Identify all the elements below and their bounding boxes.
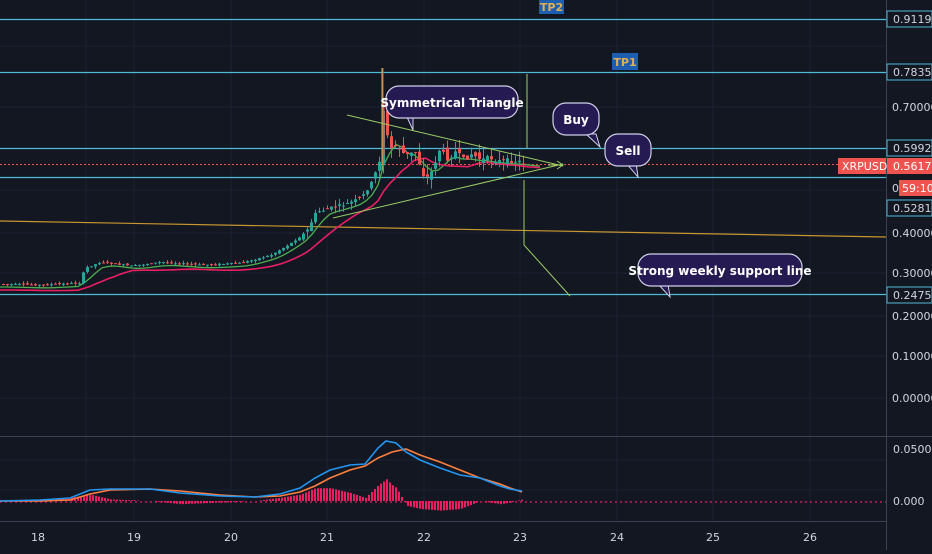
macd-tick: 0.0500 bbox=[893, 443, 932, 456]
horizontal-levels bbox=[0, 18, 887, 296]
tp1-price-label: 0.78357 bbox=[893, 66, 932, 79]
time-tick: 20 bbox=[224, 531, 238, 544]
time-tick: 26 bbox=[803, 531, 817, 544]
callout-text: Buy bbox=[563, 113, 589, 127]
candlesticks bbox=[2, 68, 525, 288]
tp2-price-label-bg bbox=[886, 10, 932, 28]
tp2-price-label: 0.91197 bbox=[893, 13, 932, 26]
callout-bubble bbox=[604, 133, 652, 167]
symbol-tag-bg bbox=[838, 158, 886, 174]
countdown-label-bg bbox=[899, 180, 932, 196]
time-tick: 18 bbox=[31, 531, 45, 544]
current-price-label-bg bbox=[887, 158, 932, 174]
time-tick: 23 bbox=[513, 531, 527, 544]
time-tick: 25 bbox=[706, 531, 720, 544]
tp2-tag[interactable]: TP2 bbox=[539, 0, 564, 14]
tp1-label: TP1 bbox=[613, 56, 636, 69]
time-tick: 24 bbox=[610, 531, 624, 544]
support-upper-price-label-bg bbox=[886, 199, 932, 217]
weekly-support-price-label-bg bbox=[886, 286, 932, 304]
callout-bubble bbox=[637, 253, 803, 287]
time-scale[interactable]: 18 19 20 21 22 23 24 25 26 bbox=[31, 531, 817, 544]
weekly-support-price-label: 0.24759 bbox=[893, 289, 932, 302]
callout-text: Sell bbox=[615, 144, 640, 158]
current-price-label: 0.56173 bbox=[893, 160, 932, 173]
callout-text: Symmetrical Triangle bbox=[380, 96, 523, 110]
triangle-upper-line bbox=[346, 114, 564, 167]
macd-scale[interactable]: 0.0500 0.000 bbox=[893, 443, 932, 508]
callout-buy[interactable]: Buy bbox=[552, 102, 602, 149]
callout-bubble bbox=[385, 85, 519, 119]
price-tick: 0 bbox=[892, 182, 899, 195]
triangle-lower-line bbox=[332, 163, 564, 219]
callout-bubble bbox=[552, 102, 600, 136]
tp1-price-label-bg bbox=[886, 63, 932, 81]
callout-weekly-support[interactable]: Strong weekly support line bbox=[628, 253, 812, 299]
arrow-head-icon bbox=[556, 160, 564, 170]
price-level-labels: 0.91197 0.78357 0.59923 0.56173 59:10 0.… bbox=[886, 10, 932, 304]
orange-trendline bbox=[0, 220, 887, 238]
macd-tick: 0.000 bbox=[893, 495, 925, 508]
tp2-label: TP2 bbox=[540, 1, 563, 14]
symbol-label: XRPUSD bbox=[842, 160, 887, 173]
time-tick: 21 bbox=[320, 531, 334, 544]
tp1-tag[interactable]: TP1 bbox=[612, 53, 638, 70]
ma-fast-line bbox=[0, 143, 541, 289]
moving-averages bbox=[0, 143, 541, 292]
drawings bbox=[332, 68, 571, 297]
resistance-price-label-bg bbox=[886, 139, 932, 157]
symbol-tag[interactable]: XRPUSD bbox=[838, 158, 887, 174]
macd-signal-line bbox=[0, 448, 523, 502]
ma-slow-line bbox=[0, 157, 541, 292]
tp1-tag-bg bbox=[612, 53, 638, 70]
time-tick: 19 bbox=[127, 531, 141, 544]
macd-line bbox=[0, 440, 523, 502]
callout-text: Strong weekly support line bbox=[628, 264, 811, 278]
resistance-price-label: 0.59923 bbox=[893, 142, 932, 155]
callout-sell[interactable]: Sell bbox=[604, 133, 652, 179]
callout-symmetrical-triangle[interactable]: Symmetrical Triangle bbox=[380, 85, 524, 131]
time-tick: 22 bbox=[417, 531, 431, 544]
tp2-tag-bg bbox=[539, 0, 564, 14]
support-upper-price-label: 0.52819 bbox=[893, 202, 932, 215]
countdown-label: 59:10 bbox=[902, 182, 932, 195]
down-projection-line bbox=[523, 244, 571, 297]
